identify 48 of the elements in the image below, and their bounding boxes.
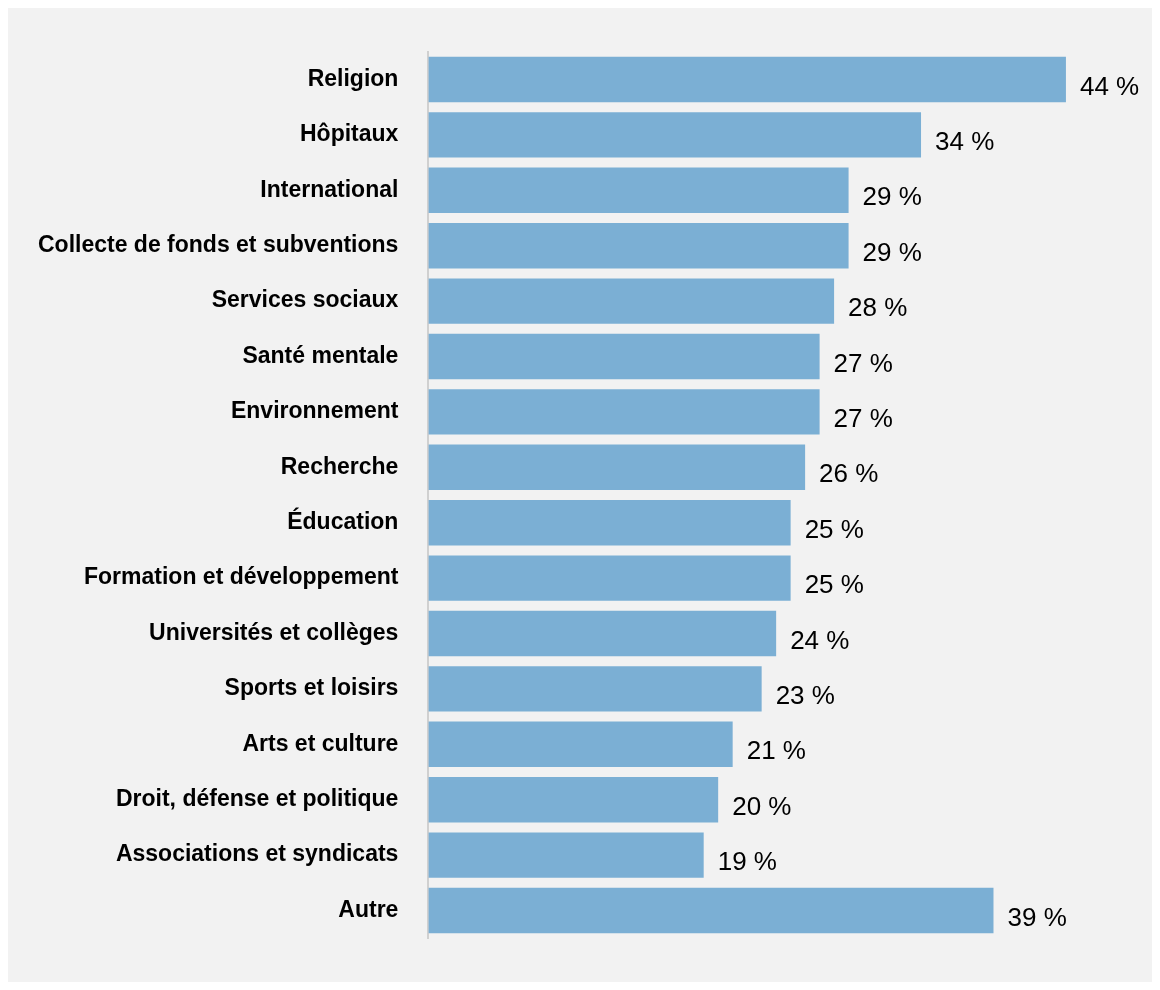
data-label: 29 % — [862, 236, 922, 267]
y-tick-label: Universités et collèges — [149, 618, 399, 645]
bar — [428, 56, 1066, 103]
data-label: 27 % — [833, 403, 893, 434]
y-tick-label: Hôpitaux — [300, 120, 399, 147]
bar — [428, 610, 777, 657]
y-tick-label: Éducation — [287, 507, 399, 535]
bar — [428, 278, 835, 324]
bar — [428, 776, 719, 823]
bar — [428, 555, 791, 601]
data-label: 25 % — [804, 513, 864, 544]
data-label: 44 % — [1079, 70, 1140, 101]
y-tick-label: Formation et développement — [84, 563, 399, 590]
data-label: 26 % — [819, 458, 879, 489]
data-label: 21 % — [746, 735, 806, 766]
y-tick-label: Sports et loisirs — [224, 674, 399, 701]
data-label: 23 % — [775, 680, 835, 711]
y-tick-label: Arts et culture — [242, 729, 399, 756]
data-label: 29 % — [862, 181, 922, 212]
bar — [428, 721, 733, 768]
data-label: 19 % — [717, 846, 777, 877]
bar — [428, 832, 704, 878]
y-tick-label: Services sociaux — [211, 286, 399, 313]
data-label: 24 % — [790, 624, 850, 655]
y-tick-label: Recherche — [280, 452, 399, 479]
data-label: 27 % — [833, 347, 893, 378]
bar — [428, 333, 820, 380]
bar — [428, 222, 849, 269]
data-label: 20 % — [732, 790, 792, 821]
y-tick-label: International — [260, 175, 399, 202]
bar — [428, 444, 806, 491]
data-label: 28 % — [848, 292, 908, 323]
y-tick-label: Environnement — [230, 397, 399, 424]
y-tick-label: Droit, défense et politique — [115, 785, 399, 812]
bar — [428, 499, 791, 546]
y-tick-label: Collecte de fonds et subventions — [38, 231, 399, 258]
bar — [428, 112, 922, 158]
data-label: 39 % — [1007, 901, 1067, 932]
y-tick-label: Santé mentale — [242, 341, 399, 368]
bar — [428, 887, 994, 934]
data-label: 25 % — [804, 569, 864, 600]
y-tick-label: Religion — [307, 64, 399, 91]
bar — [428, 666, 762, 712]
bar — [428, 389, 820, 435]
y-tick-label: Associations et syndicats — [115, 840, 399, 867]
bar — [428, 167, 849, 214]
y-tick-label: Autre — [338, 895, 399, 922]
data-label: 34 % — [935, 126, 995, 157]
